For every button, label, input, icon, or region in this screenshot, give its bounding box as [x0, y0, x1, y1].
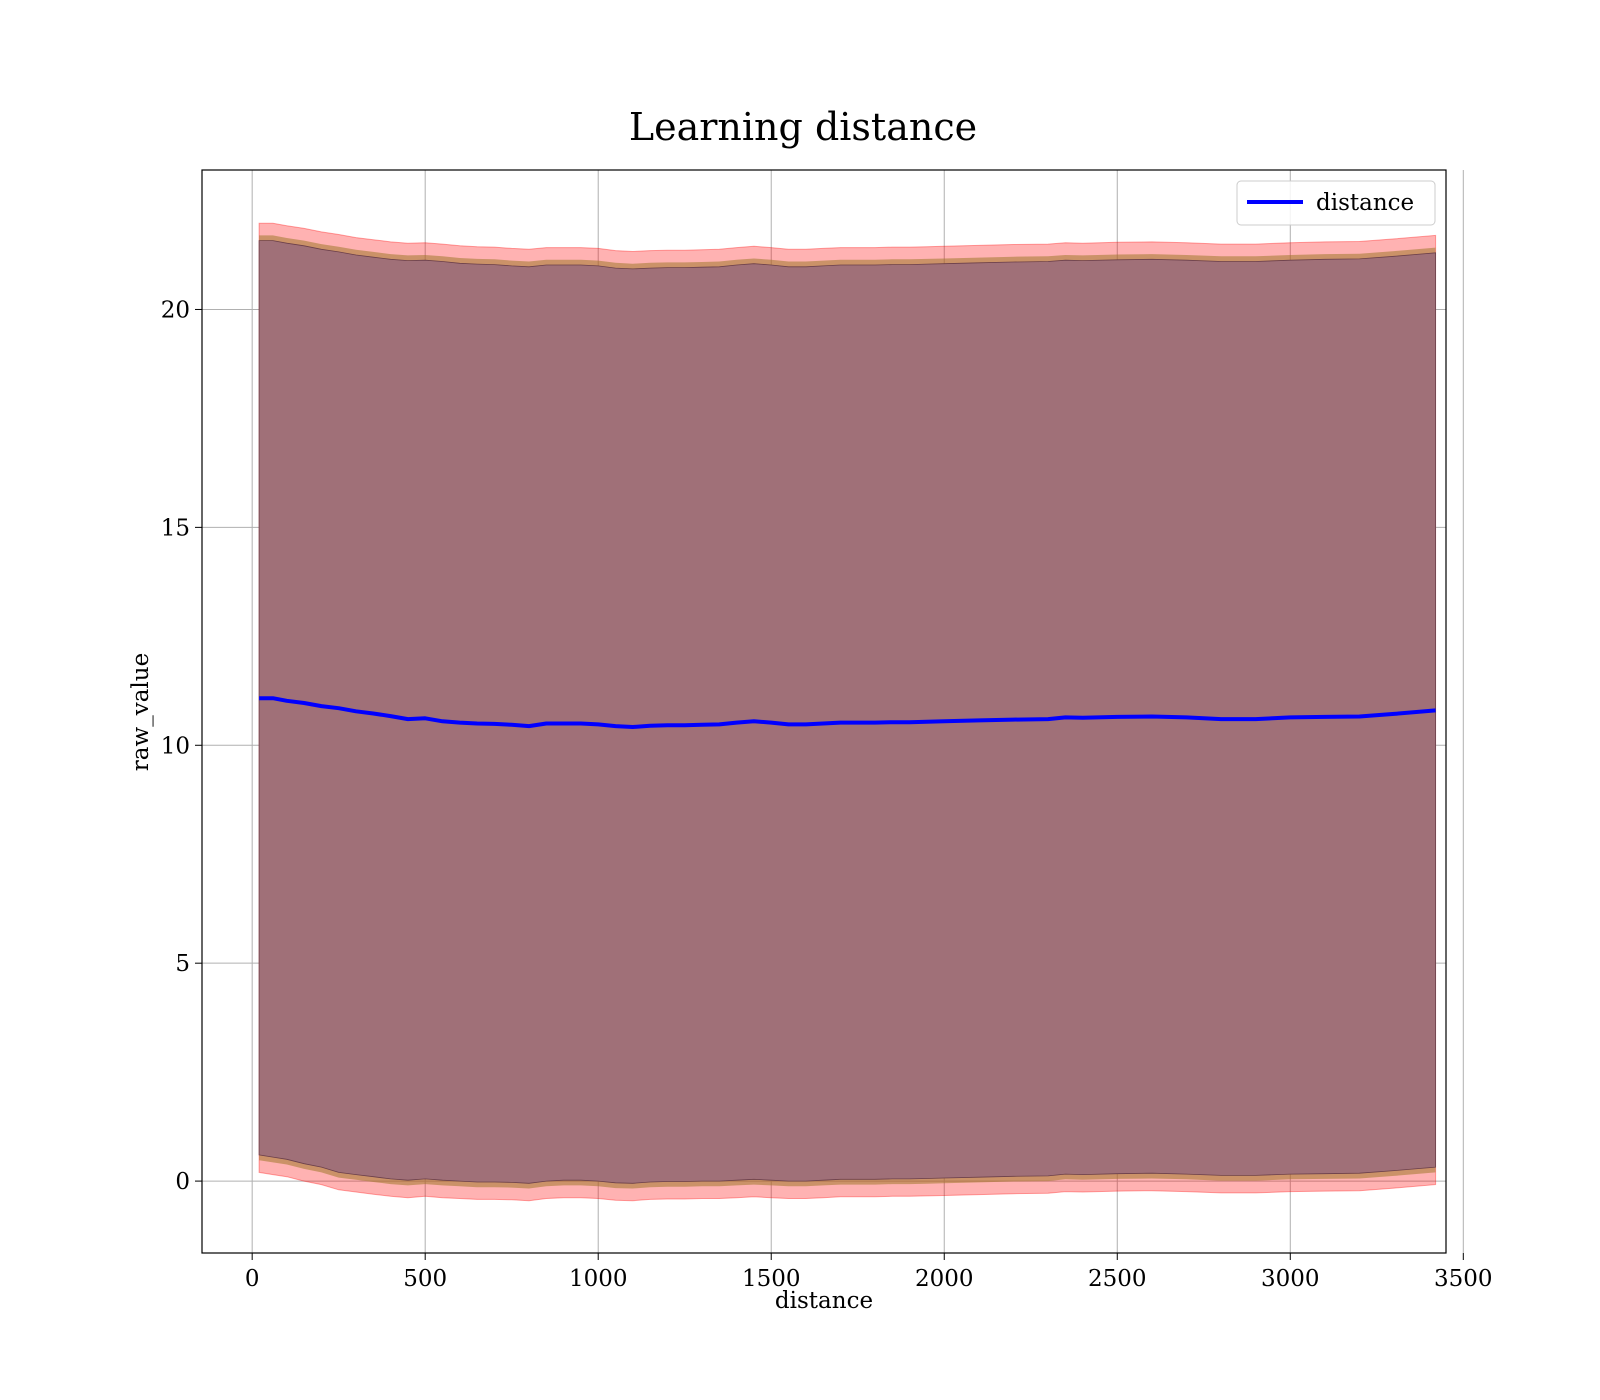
plot-area: 0 500 1000 1500 2000 2500 3000 3500 0 5 10 15 20 — [161, 169, 1493, 1292]
y-axis-label: raw_value — [128, 653, 154, 771]
axis-ticks: 0 500 1000 1500 2000 2500 3000 3500 0 5 10 15 20 — [161, 297, 1493, 1292]
y-tick-label: 0 — [175, 1169, 190, 1195]
x-tick-label: 2000 — [915, 1266, 974, 1292]
x-tick-label: 0 — [245, 1266, 260, 1292]
confidence-bands — [258, 222, 1437, 1202]
x-tick-label: 2500 — [1088, 1266, 1147, 1292]
series-line-distance — [259, 696, 1436, 729]
chart-title: Learning distance — [629, 105, 977, 149]
x-tick-label: 1500 — [742, 1266, 801, 1292]
x-tick-label: 1000 — [569, 1266, 628, 1292]
legend-box — [1236, 180, 1436, 226]
plot-frame — [201, 169, 1447, 1254]
inner-confidence-band — [258, 240, 1436, 1184]
legend-entry-distance: distance — [1316, 190, 1414, 216]
x-axis-label: distance — [775, 1288, 873, 1314]
x-tick-label: 3500 — [1434, 1266, 1493, 1292]
y-tick-label: 5 — [175, 951, 190, 977]
y-tick-label: 15 — [161, 515, 190, 541]
x-tick-label: 3000 — [1261, 1266, 1320, 1292]
y-tick-label: 20 — [161, 297, 190, 323]
legend: distance — [1236, 180, 1436, 226]
y-tick-label: 10 — [161, 733, 190, 759]
x-tick-label: 500 — [403, 1266, 447, 1292]
series-lines — [259, 696, 1436, 729]
